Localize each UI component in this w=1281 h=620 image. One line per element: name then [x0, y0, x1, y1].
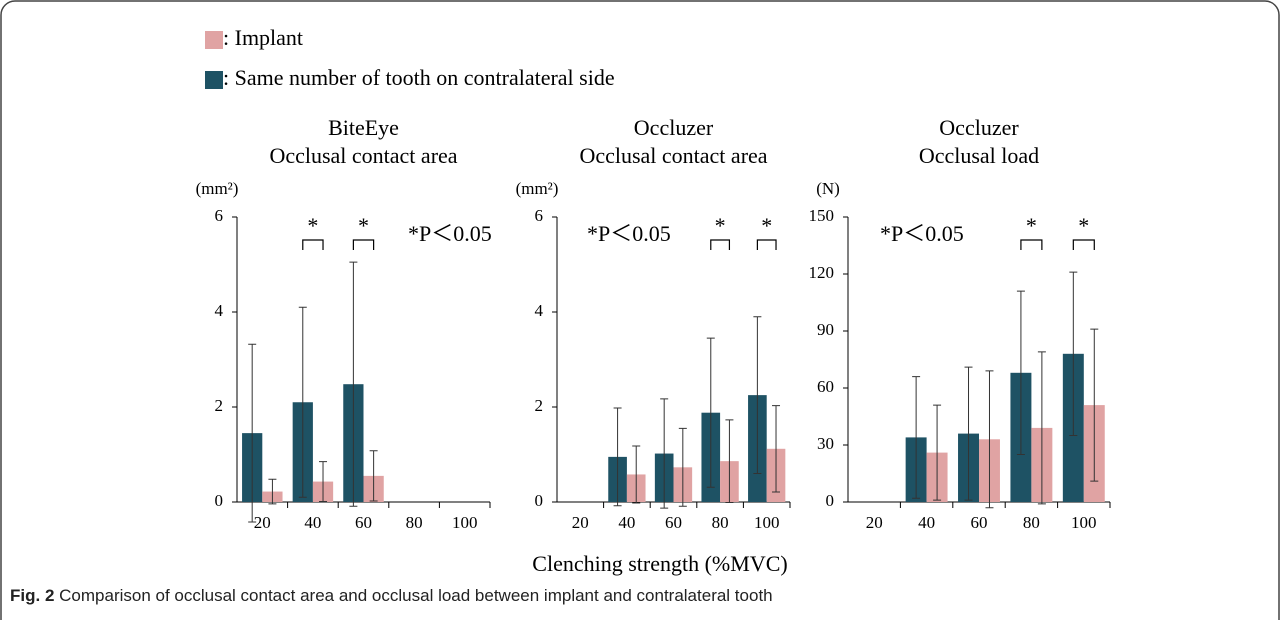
x-tick-label: 80: [406, 513, 423, 532]
significance-bracket: [756, 239, 777, 250]
error-bar: [613, 407, 622, 507]
chart-title: Occlusal load: [919, 143, 1039, 168]
error-bar: [706, 337, 715, 488]
x-tick-label: 40: [918, 513, 935, 532]
error-bar: [268, 478, 277, 505]
y-tick-label: 120: [809, 263, 835, 282]
x-tick-label: 40: [618, 513, 635, 532]
y-tick-label: 6: [535, 206, 544, 225]
y-tick-label: 6: [215, 206, 224, 225]
error-bar: [772, 405, 781, 493]
chart-title: Occlusal contact area: [579, 143, 767, 168]
y-tick-label: 30: [817, 434, 834, 453]
significance-bracket: [352, 239, 375, 250]
x-tick-label: 60: [355, 513, 372, 532]
caption-text: Comparison of occlusal contact area and …: [59, 586, 772, 605]
significance-bracket: [710, 239, 731, 250]
error-bar: [298, 306, 307, 498]
significance-bracket: [1072, 239, 1095, 250]
error-bar: [369, 450, 378, 502]
error-bar: [678, 427, 687, 507]
y-tick-label: 0: [535, 491, 544, 510]
annotation: *P＜0.05: [408, 221, 492, 246]
y-tick-label: 4: [215, 301, 224, 320]
x-tick-label: 100: [452, 513, 478, 532]
error-bar: [660, 398, 669, 509]
error-bar: [1090, 328, 1099, 482]
error-bar: [1037, 351, 1046, 505]
error-bar: [632, 445, 641, 504]
significance-label: *: [715, 213, 726, 238]
x-tick-label: 60: [665, 513, 682, 532]
y-axis-unit: (N): [816, 179, 840, 198]
annotation: *P＜0.05: [880, 221, 964, 246]
significance-label: *: [358, 213, 369, 238]
chart-title: Occlusal contact area: [269, 143, 457, 168]
error-bar: [964, 366, 973, 501]
significance-bracket: [302, 239, 324, 250]
y-axis-unit: (mm²): [196, 179, 239, 198]
y-tick-label: 2: [535, 396, 544, 415]
legend-swatch: [205, 71, 223, 89]
x-tick-label: 20: [254, 513, 271, 532]
error-bar: [248, 343, 257, 523]
significance-label: *: [761, 213, 772, 238]
x-tick-label: 100: [1071, 513, 1097, 532]
x-tick-label: 80: [712, 513, 729, 532]
x-tick-label: 20: [572, 513, 589, 532]
y-tick-label: 2: [215, 396, 224, 415]
error-bar: [349, 261, 358, 507]
caption-label: Fig. 2: [10, 586, 54, 605]
y-tick-label: 4: [535, 301, 544, 320]
error-bar: [985, 370, 994, 509]
chart-title: BiteEye: [328, 115, 399, 140]
legend-swatch: [205, 31, 223, 49]
x-tick-label: 20: [866, 513, 883, 532]
chart-title: Occluzer: [634, 115, 714, 140]
error-bar: [319, 461, 328, 503]
legend-label: : Same number of tooth on contralateral …: [223, 65, 615, 90]
error-bar: [753, 316, 762, 474]
x-axis-label: Clenching strength (%MVC): [532, 551, 787, 576]
x-tick-label: 100: [754, 513, 780, 532]
error-bar: [933, 404, 942, 501]
annotation: *P＜0.05: [587, 221, 671, 246]
significance-label: *: [1078, 213, 1089, 238]
x-tick-label: 80: [1023, 513, 1040, 532]
caption: Fig. 2 Comparison of occlusal contact ar…: [10, 586, 773, 605]
chart-title: Occluzer: [939, 115, 1019, 140]
significance-bracket: [1020, 239, 1043, 250]
legend-label: : Implant: [223, 25, 303, 50]
y-tick-label: 90: [817, 320, 834, 339]
significance-label: *: [307, 213, 318, 238]
y-tick-label: 0: [215, 491, 224, 510]
error-bar: [1016, 290, 1025, 455]
significance-label: *: [1026, 213, 1037, 238]
y-tick-label: 150: [809, 206, 835, 225]
y-axis-unit: (mm²): [516, 179, 559, 198]
error-bar: [912, 376, 921, 499]
error-bar: [1069, 271, 1078, 436]
error-bar: [725, 419, 734, 503]
x-tick-label: 40: [304, 513, 321, 532]
x-tick-label: 60: [971, 513, 988, 532]
y-tick-label: 60: [817, 377, 834, 396]
y-tick-label: 0: [826, 491, 835, 510]
